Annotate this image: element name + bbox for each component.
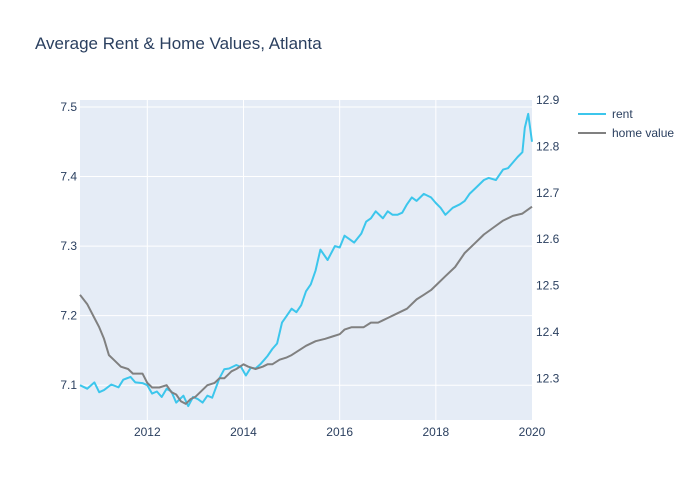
series-line-rent: [79, 112, 533, 408]
y-right-axis-ticks: 12.3 12.4 12.5 12.6 12.7 12.8 12.9: [536, 93, 560, 385]
y-right-tick-label: 12.9: [536, 93, 560, 107]
legend-label: rent: [612, 107, 633, 121]
y-left-tick-label: 7.1: [60, 378, 77, 392]
y-right-tick-label: 12.5: [536, 279, 560, 293]
y-left-tick-label: 7.2: [60, 309, 77, 323]
x-tick-label: 2016: [326, 425, 353, 439]
x-tick-label: 2018: [422, 425, 449, 439]
x-tick-label: 2012: [134, 425, 161, 439]
y-right-tick-label: 12.4: [536, 325, 560, 339]
y-left-tick-label: 7.3: [60, 239, 77, 253]
series-line-home-value: [79, 205, 533, 405]
y-left-axis-ticks: 7.1 7.2 7.3 7.4 7.5: [60, 100, 77, 392]
x-axis-ticks: 2012 2014 2016 2018 2020: [134, 425, 546, 439]
y-right-tick-label: 12.7: [536, 186, 560, 200]
y-left-tick-label: 7.4: [60, 170, 77, 184]
x-tick-label: 2020: [519, 425, 546, 439]
plot-background: [80, 100, 532, 420]
y-right-tick-label: 12.6: [536, 232, 560, 246]
x-tick-label: 2014: [230, 425, 257, 439]
legend-item-home-value[interactable]: home value: [578, 126, 674, 140]
y-right-tick-label: 12.8: [536, 139, 560, 153]
series-layer: [79, 112, 533, 408]
y-right-tick-label: 12.3: [536, 371, 560, 385]
y-left-tick-label: 7.5: [60, 100, 77, 114]
legend-label: home value: [612, 126, 674, 140]
legend[interactable]: rent home value: [578, 107, 674, 140]
legend-item-rent[interactable]: rent: [578, 107, 633, 121]
chart-title: Average Rent & Home Values, Atlanta: [35, 34, 322, 53]
grid-lines: [80, 100, 532, 420]
